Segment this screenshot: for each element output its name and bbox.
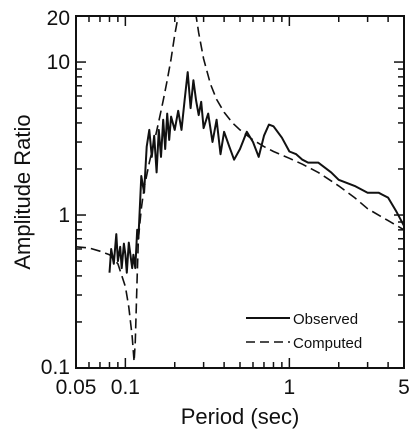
x-tick-label: 0.1 <box>111 376 140 399</box>
y-axis-label: Amplitude Ratio <box>10 114 35 269</box>
legend: Observed Computed <box>246 311 362 352</box>
series-line-computed <box>75 15 405 363</box>
x-tick-label: 1 <box>284 376 296 399</box>
y-tick-label: 20 <box>47 7 70 30</box>
x-axis-label: Period (sec) <box>181 404 300 429</box>
y-tick-label: 0.1 <box>41 356 70 379</box>
x-tick-label: 0.05 <box>56 376 97 399</box>
x-tick-labels: 0.05 0.1 1 5 <box>56 376 410 399</box>
legend-computed-label: Computed <box>293 335 362 352</box>
series-lines <box>75 15 405 363</box>
x-tick-label: 5 <box>398 376 410 399</box>
y-tick-label: 10 <box>47 51 70 74</box>
series-line-observed <box>108 71 405 274</box>
axis-ticks <box>75 15 405 369</box>
legend-observed-label: Observed <box>293 311 358 328</box>
y-tick-label: 1 <box>58 204 70 227</box>
y-tick-labels: 0.1 1 10 20 <box>41 7 70 379</box>
